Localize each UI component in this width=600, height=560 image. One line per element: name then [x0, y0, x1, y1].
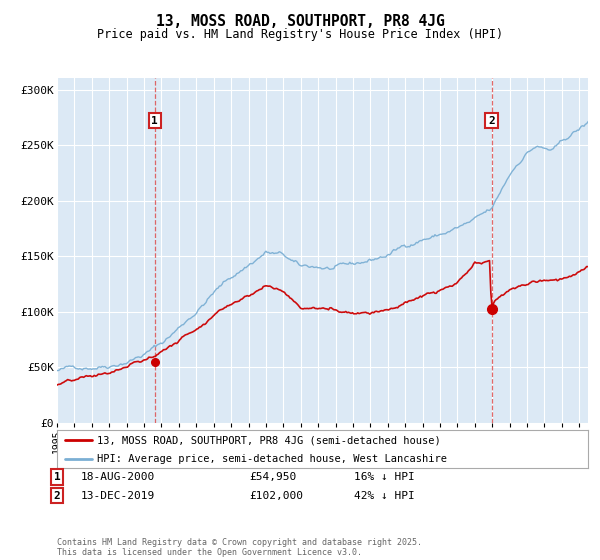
Text: 42% ↓ HPI: 42% ↓ HPI [354, 491, 415, 501]
Text: 1: 1 [53, 472, 61, 482]
Text: 13-DEC-2019: 13-DEC-2019 [81, 491, 155, 501]
Text: 2: 2 [53, 491, 61, 501]
Text: 1: 1 [151, 115, 158, 125]
Text: 18-AUG-2000: 18-AUG-2000 [81, 472, 155, 482]
Text: 13, MOSS ROAD, SOUTHPORT, PR8 4JG (semi-detached house): 13, MOSS ROAD, SOUTHPORT, PR8 4JG (semi-… [97, 435, 440, 445]
Text: HPI: Average price, semi-detached house, West Lancashire: HPI: Average price, semi-detached house,… [97, 454, 447, 464]
Text: 16% ↓ HPI: 16% ↓ HPI [354, 472, 415, 482]
Text: Price paid vs. HM Land Registry's House Price Index (HPI): Price paid vs. HM Land Registry's House … [97, 28, 503, 41]
Text: Contains HM Land Registry data © Crown copyright and database right 2025.
This d: Contains HM Land Registry data © Crown c… [57, 538, 422, 557]
Text: 2: 2 [488, 115, 495, 125]
Text: £54,950: £54,950 [249, 472, 296, 482]
Text: £102,000: £102,000 [249, 491, 303, 501]
Text: 13, MOSS ROAD, SOUTHPORT, PR8 4JG: 13, MOSS ROAD, SOUTHPORT, PR8 4JG [155, 14, 445, 29]
